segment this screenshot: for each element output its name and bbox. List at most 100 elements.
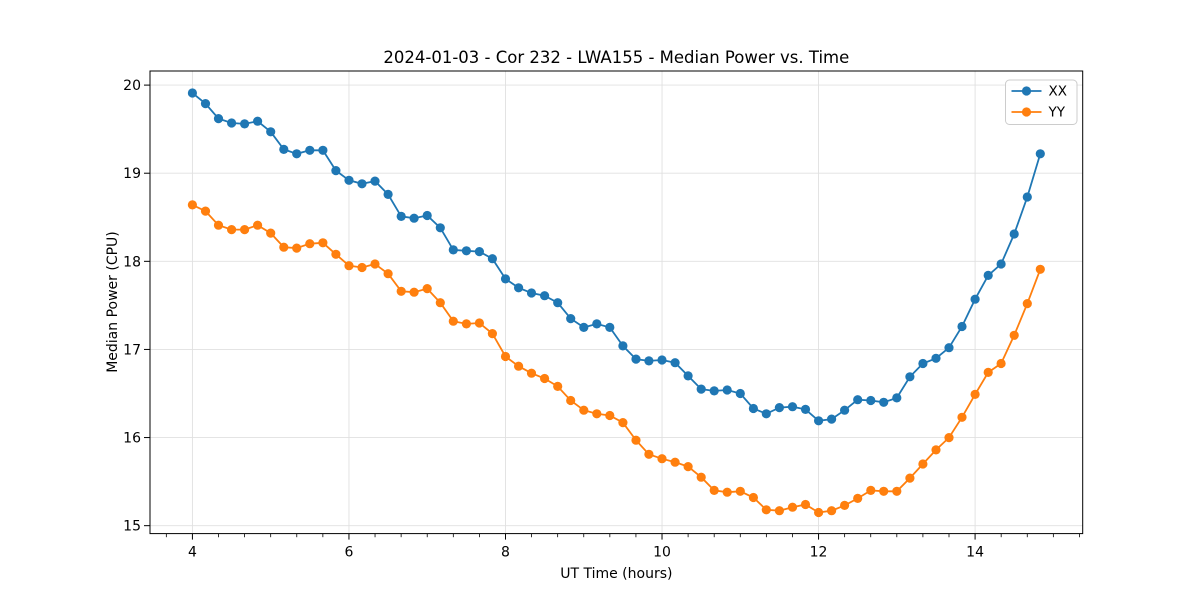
series-XX-marker: [879, 397, 889, 407]
legend-YY-marker: [1021, 107, 1032, 117]
legend-XX-marker: [1021, 86, 1032, 96]
series-XX-marker: [983, 270, 993, 280]
series-YY-marker: [774, 506, 785, 516]
series-YY-marker: [305, 239, 315, 249]
series-XX-marker: [840, 405, 850, 415]
series-YY-marker: [722, 487, 732, 497]
legend: XX YY: [1005, 79, 1078, 125]
series-YY-marker: [292, 243, 302, 253]
series-XX-marker: [761, 409, 771, 419]
series-XX-marker: [592, 319, 602, 329]
series-YY-marker: [840, 500, 850, 510]
series-XX-marker: [1022, 192, 1032, 202]
series-XX-marker: [944, 343, 954, 353]
series-XX-marker: [305, 145, 315, 155]
series-YY-marker: [370, 259, 380, 269]
series-XX-marker: [892, 393, 902, 403]
series-YY-marker: [696, 472, 706, 482]
series-YY-marker: [435, 298, 445, 308]
series-XX-marker: [657, 355, 667, 365]
legend-XX-label: XX: [1049, 84, 1068, 100]
series-XX-marker: [200, 99, 211, 109]
series-YY-marker: [670, 457, 680, 467]
series-XX-marker: [526, 288, 537, 298]
y-axis-label: Median Power (CPU): [105, 231, 121, 373]
series-XX-marker: [827, 414, 837, 424]
series-YY-marker: [279, 242, 289, 252]
series-YY-marker: [605, 410, 615, 421]
y-tick-label: 18: [123, 254, 141, 270]
series-XX-marker: [970, 294, 980, 304]
series-YY-marker: [931, 445, 941, 455]
series-YY-marker: [448, 316, 458, 326]
series-YY-marker: [657, 454, 667, 464]
series-YY-marker: [253, 220, 263, 230]
x-tick-label: 10: [653, 545, 671, 561]
series-YY-marker: [944, 433, 954, 443]
chart-title: 2024-01-03 - Cor 232 - LWA155 - Median P…: [383, 48, 849, 67]
series-YY-marker: [592, 409, 602, 419]
series-XX-marker: [579, 322, 589, 332]
series-YY-marker: [200, 206, 211, 216]
series-YY-marker: [566, 395, 576, 406]
series-YY-marker: [970, 389, 980, 399]
x-axis-label: UT Time (hours): [560, 566, 672, 582]
series-YY-marker: [800, 499, 811, 510]
series-YY-marker: [540, 373, 550, 384]
series-XX-marker: [800, 404, 811, 414]
series-XX-marker: [474, 247, 484, 257]
series-YY-marker: [631, 435, 641, 445]
series-YY-marker: [735, 486, 745, 496]
series-XX-marker: [696, 384, 706, 394]
series-YY-marker: [396, 286, 406, 296]
series-XX-marker: [931, 353, 941, 363]
series-XX-marker: [553, 298, 563, 308]
series-XX-marker: [435, 223, 445, 233]
series-XX-marker: [566, 314, 576, 324]
series-YY-marker: [618, 418, 628, 428]
x-tick-label: 12: [810, 545, 828, 561]
y-tick-label: 20: [123, 78, 141, 94]
series-YY-marker: [357, 262, 367, 273]
series-YY-marker: [240, 225, 250, 235]
series-YY-marker: [644, 449, 654, 459]
series-YY-marker: [461, 319, 471, 329]
y-tick-label: 15: [123, 519, 141, 535]
series-XX-marker: [383, 189, 393, 199]
series-group: [187, 88, 1045, 518]
plot-border: [149, 70, 1084, 535]
series-XX-marker: [683, 371, 693, 381]
series-YY-marker: [553, 381, 563, 391]
series-YY-marker: [957, 412, 967, 422]
series-XX-marker: [605, 322, 615, 332]
series-XX-marker: [853, 395, 863, 405]
axis-tick-labels: 4 6 8 10 12 14 15 16 17 18 19 20: [123, 78, 984, 561]
series-YY-marker: [487, 329, 497, 339]
series-XX-marker: [487, 254, 497, 264]
series-YY-marker: [983, 367, 993, 377]
series-YY-marker: [383, 269, 393, 279]
series-YY-marker: [318, 238, 328, 248]
series-YY-marker: [905, 473, 915, 483]
series-YY-marker: [827, 506, 837, 516]
series-XX-marker: [918, 358, 928, 369]
series-YY-marker: [409, 287, 419, 297]
x-tick-label: 14: [966, 545, 984, 561]
y-tick-label: 17: [123, 342, 141, 358]
series-XX-marker: [266, 127, 276, 137]
series-YY-marker: [1009, 330, 1019, 340]
series-YY-marker: [344, 261, 354, 271]
series-XX-marker: [357, 179, 367, 189]
series-XX-marker: [396, 211, 406, 221]
series-YY-marker: [227, 225, 237, 235]
series-YY-marker: [787, 502, 798, 512]
series-XX-marker: [748, 403, 759, 414]
series-YY-marker: [748, 492, 759, 503]
series-XX-marker: [1035, 149, 1045, 159]
series-XX-marker: [735, 388, 745, 399]
series-XX-marker: [409, 213, 419, 223]
series-YY-marker: [266, 228, 276, 238]
grid-lines: [150, 71, 1083, 534]
series-XX-marker: [240, 119, 250, 129]
